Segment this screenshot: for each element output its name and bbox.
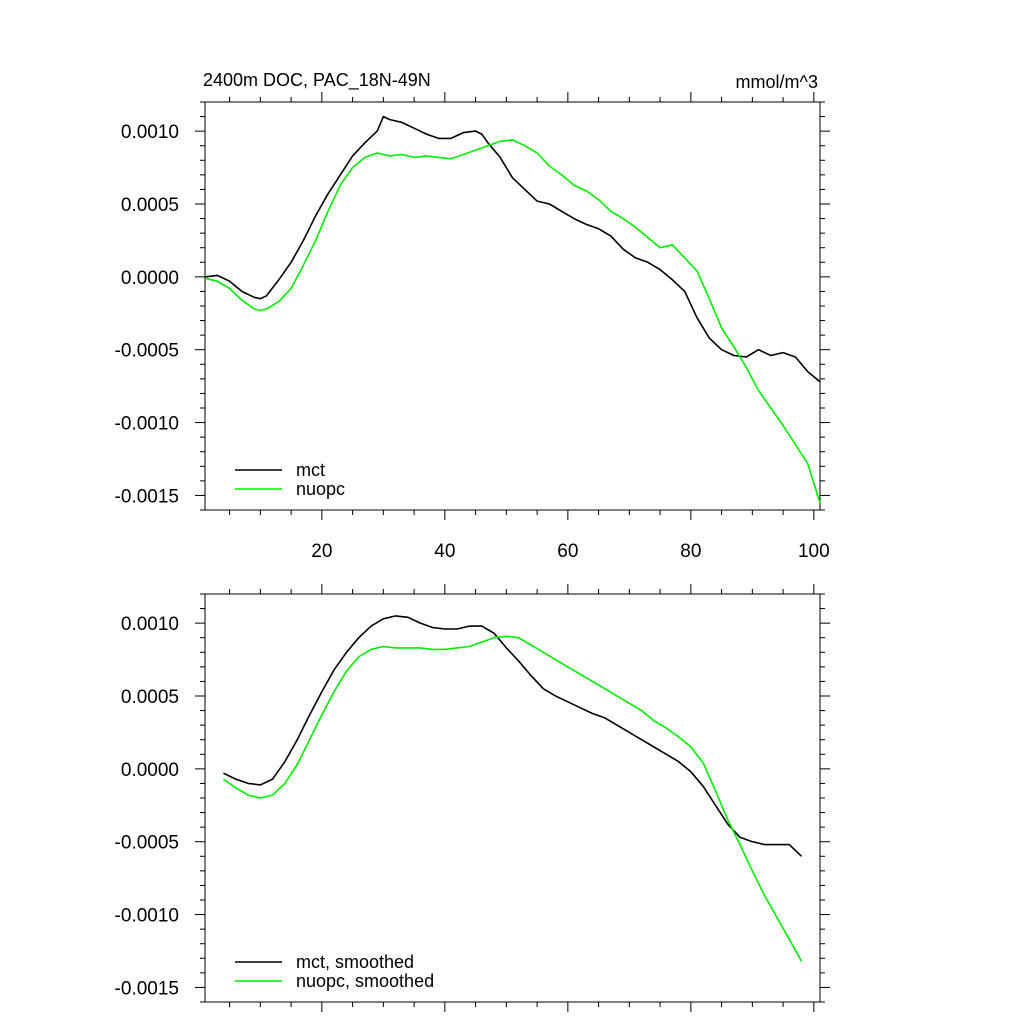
x-tick-label: 60 <box>557 541 578 562</box>
y-tick-label: 0.0010 <box>121 614 179 635</box>
y-tick-label: 0.0010 <box>121 122 179 143</box>
y-tick-label: -0.0010 <box>115 906 179 927</box>
y-tick-label: -0.0015 <box>115 978 179 999</box>
x-tick-label: 100 <box>798 541 830 562</box>
y-tick-label: 0.0005 <box>121 195 179 216</box>
series-line-nuopc-smoothed <box>222 635 803 962</box>
plot-frame <box>204 101 821 511</box>
series-line-mct-smoothed <box>223 615 803 857</box>
bottom-panel: 0.0010 0.0005 0.0000 -0.0005 -0.0010 -0.0015 m… <box>115 584 830 1012</box>
top-panel: 0.0010 0.0005 0.0000 -0.0005 -0.0010 -0.0015 2… <box>115 70 830 562</box>
y-tick-label: -0.0010 <box>115 414 179 435</box>
x-tick-label: 80 <box>680 541 701 562</box>
x-tick-label: 40 <box>434 541 455 562</box>
x-tick-label: 20 <box>311 541 332 562</box>
y-tick-label: -0.0005 <box>115 341 179 362</box>
y-tick-label: -0.0015 <box>115 486 179 507</box>
legend-label: nuopc <box>296 479 345 499</box>
y-tick-label: 0.0005 <box>121 687 179 708</box>
y-tick-label: -0.0005 <box>115 833 179 854</box>
legend-label: mct, smoothed <box>296 952 414 972</box>
units-label: mmol/m^3 <box>736 72 818 92</box>
series-line-nuopc <box>204 139 821 503</box>
y-tick-label: 0.0000 <box>121 760 179 781</box>
series-line-mct <box>204 115 821 383</box>
legend-label: nuopc, smoothed <box>296 971 434 991</box>
chart-title: 2400m DOC, PAC_18N-49N <box>203 70 431 91</box>
y-tick-label: 0.0000 <box>121 268 179 289</box>
legend-label: mct <box>296 460 325 480</box>
